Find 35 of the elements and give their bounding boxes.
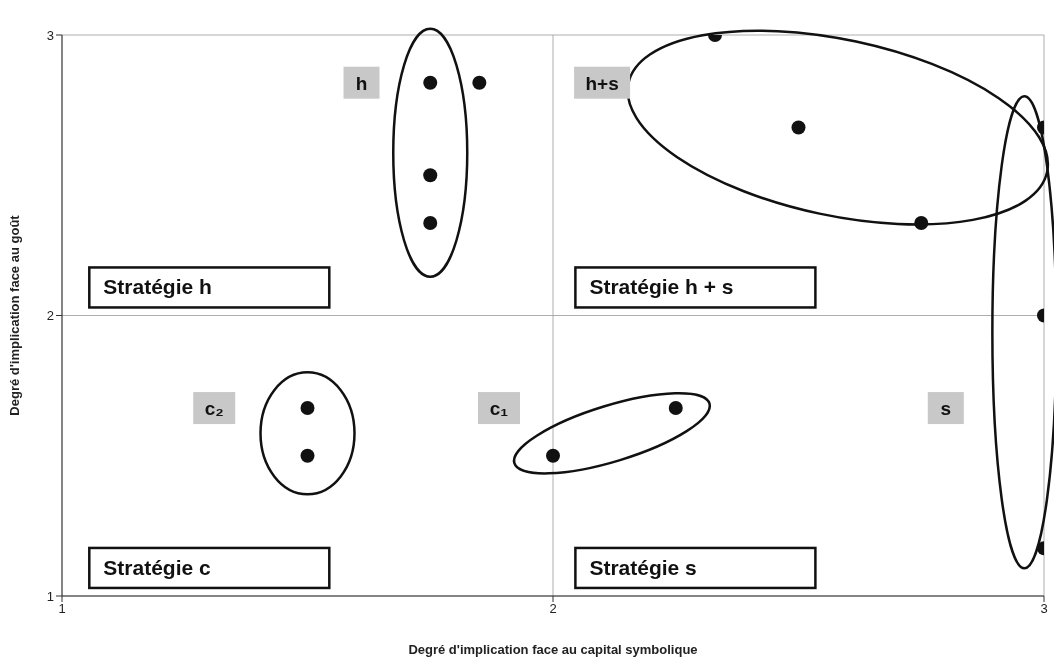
framed-label-box: Stratégie c <box>88 546 331 590</box>
point <box>791 120 806 135</box>
annotation: Stratégie c <box>103 555 211 579</box>
point <box>546 448 560 463</box>
annotation: Stratégie h <box>103 275 212 299</box>
framed-label-box: Stratégie h + s <box>574 266 817 309</box>
x-tick-label: 3 <box>1040 601 1048 617</box>
shaded-tag-box: c₂ <box>193 392 236 425</box>
annotation: Stratégie s <box>589 555 697 579</box>
annotation: c₁ <box>489 398 509 420</box>
point <box>423 215 438 230</box>
x-tick-label: 2 <box>549 601 557 617</box>
annotation: s <box>940 398 952 420</box>
annotation: h <box>355 72 368 94</box>
shaded-tag-box: s <box>927 392 964 425</box>
point <box>300 401 315 416</box>
x-tick-label: 1 <box>58 601 66 617</box>
point <box>668 401 683 416</box>
framed-label-box: Stratégie s <box>574 546 817 590</box>
shaded-tag-box: h+s <box>574 66 631 99</box>
y-axis-title: Degré d'implication face au goût <box>6 214 22 416</box>
framed-label-box: Stratégie h <box>88 266 331 309</box>
annotation: c₂ <box>204 398 224 420</box>
point <box>423 75 438 90</box>
y-tick-label: 1 <box>46 588 54 604</box>
point <box>300 448 315 463</box>
shaded-tag-box: h <box>343 66 380 99</box>
annotation: Stratégie h + s <box>589 275 734 299</box>
x-axis-title: Degré d'implication face au capital symbolique <box>408 642 698 657</box>
y-tick-label: 3 <box>46 27 54 43</box>
annotation: h+s <box>585 72 619 94</box>
point <box>472 75 487 90</box>
y-tick-label: 2 <box>46 308 54 324</box>
point <box>423 168 438 183</box>
shaded-tag-box: c₁ <box>478 392 520 425</box>
